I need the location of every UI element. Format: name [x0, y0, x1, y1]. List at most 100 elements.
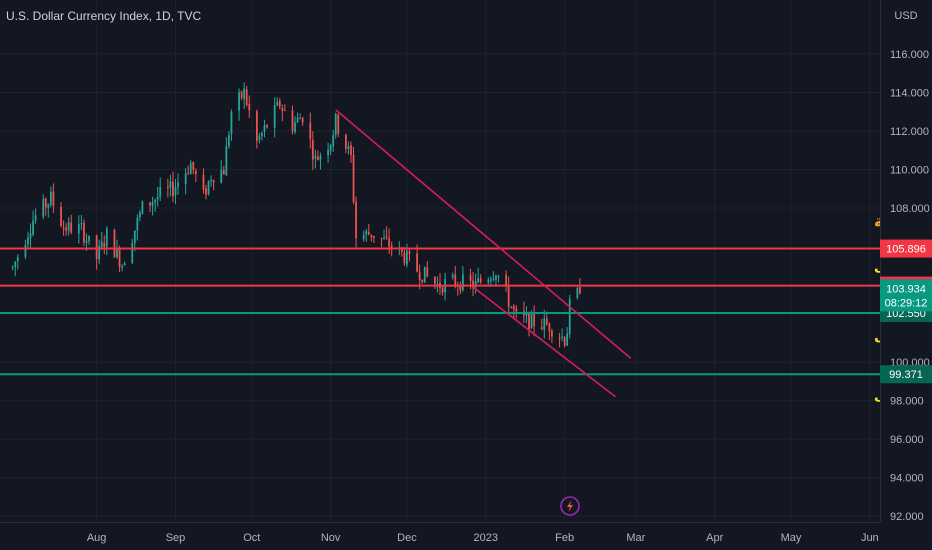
candle-down [408, 251, 411, 254]
candle-down [317, 156, 319, 160]
candle-down [240, 91, 243, 98]
candle-down [479, 278, 482, 283]
candle-down [421, 279, 424, 283]
countdown-label: 08:29:12 [885, 297, 928, 309]
candle-up [230, 111, 233, 135]
time-tick-label: Oct [243, 532, 260, 544]
candle-down [380, 237, 383, 239]
candle-down [563, 337, 566, 346]
candle-down [205, 188, 207, 195]
time-tick-label: 2023 [474, 532, 498, 544]
candle-up [27, 237, 29, 245]
candle-up [16, 257, 19, 262]
time-axis[interactable]: Aug Sep Oct Nov Dec 2023 Feb Mar Apr May Jun [0, 522, 880, 550]
trendlines [335, 109, 632, 398]
candle-down [103, 242, 106, 247]
candle-down [255, 111, 258, 142]
candle-up [296, 117, 299, 123]
candle-down [149, 202, 151, 206]
candle-up [243, 88, 246, 99]
grid [0, 0, 880, 522]
candle-down [352, 155, 355, 202]
time-tick-label: Mar [626, 532, 645, 544]
candle-down [266, 125, 268, 128]
candle-up [314, 155, 317, 159]
candle-up [334, 113, 337, 136]
time-tick-label: Jun [861, 532, 879, 544]
candle-up [294, 122, 296, 132]
candle-up [141, 201, 144, 214]
candle-down [558, 337, 561, 339]
candle-down [528, 312, 530, 330]
candle-down [95, 235, 98, 260]
candle-up [207, 181, 210, 194]
candle-down [166, 187, 169, 189]
candle-down [291, 110, 294, 132]
candle-down [113, 229, 116, 258]
candle-up [299, 118, 302, 120]
candle-up [189, 163, 192, 175]
candle-down [515, 308, 518, 312]
candle-up [258, 136, 261, 140]
candle-down [283, 109, 286, 111]
candles [11, 82, 581, 348]
candle-up [154, 199, 157, 203]
price-tick-label: 94.000 [890, 473, 924, 485]
candle-up [228, 134, 230, 147]
candle-up [151, 202, 154, 206]
candle-down [309, 122, 312, 140]
candle-down [367, 232, 370, 235]
trendline [335, 109, 632, 359]
time-tick-label: Dec [397, 532, 417, 544]
candle-up [495, 275, 497, 280]
candle-up [80, 222, 83, 224]
candle-up [159, 187, 162, 197]
candle-down [505, 274, 508, 287]
candle-down [370, 234, 373, 237]
candle-down [52, 191, 55, 206]
candle-down [65, 227, 68, 231]
candle-up [174, 187, 177, 196]
candle-up [327, 150, 329, 156]
time-tick-label: Apr [706, 532, 723, 544]
time-tick-label: Nov [321, 532, 341, 544]
candle-up [568, 298, 571, 335]
candle-down [350, 145, 352, 155]
candle-up [406, 250, 408, 265]
candle-up [184, 173, 187, 184]
candle-up [362, 235, 365, 240]
candle-up [238, 92, 240, 111]
symbol-title[interactable]: U.S. Dollar Currency Index, 1D, TVC [6, 9, 202, 23]
candle-up [477, 278, 480, 283]
candle-up [14, 261, 17, 267]
levels [0, 247, 880, 376]
candle-down [248, 103, 251, 111]
candle-down [172, 181, 174, 197]
price-tag [880, 365, 932, 384]
candle-up [543, 318, 546, 330]
candle-up [210, 179, 212, 182]
candle-up [510, 306, 513, 308]
candle-down [385, 236, 388, 238]
lightning-bolt [567, 500, 573, 512]
candle-down [472, 280, 474, 289]
price-tick-label: 114.000 [890, 87, 929, 99]
price-axis[interactable]: USD 116.000 114.000 112.000 110.000 108.000 10… [880, 0, 932, 550]
candle-down [551, 330, 553, 337]
candle-up [47, 204, 50, 208]
candle-down [202, 174, 205, 190]
time-tick-label: Feb [555, 532, 574, 544]
candle-down [390, 245, 393, 249]
event-marker[interactable] [560, 496, 580, 516]
currency-label: USD [894, 10, 917, 22]
candle-down [454, 274, 457, 285]
candle-up [177, 182, 179, 188]
candle-up [11, 266, 14, 268]
price-tick-label: 110.000 [890, 165, 929, 177]
candle-down [301, 117, 304, 123]
candle-down [548, 323, 551, 332]
price-tick-label: 112.000 [890, 126, 929, 138]
candle-up [451, 274, 454, 278]
candle-up [566, 333, 569, 346]
